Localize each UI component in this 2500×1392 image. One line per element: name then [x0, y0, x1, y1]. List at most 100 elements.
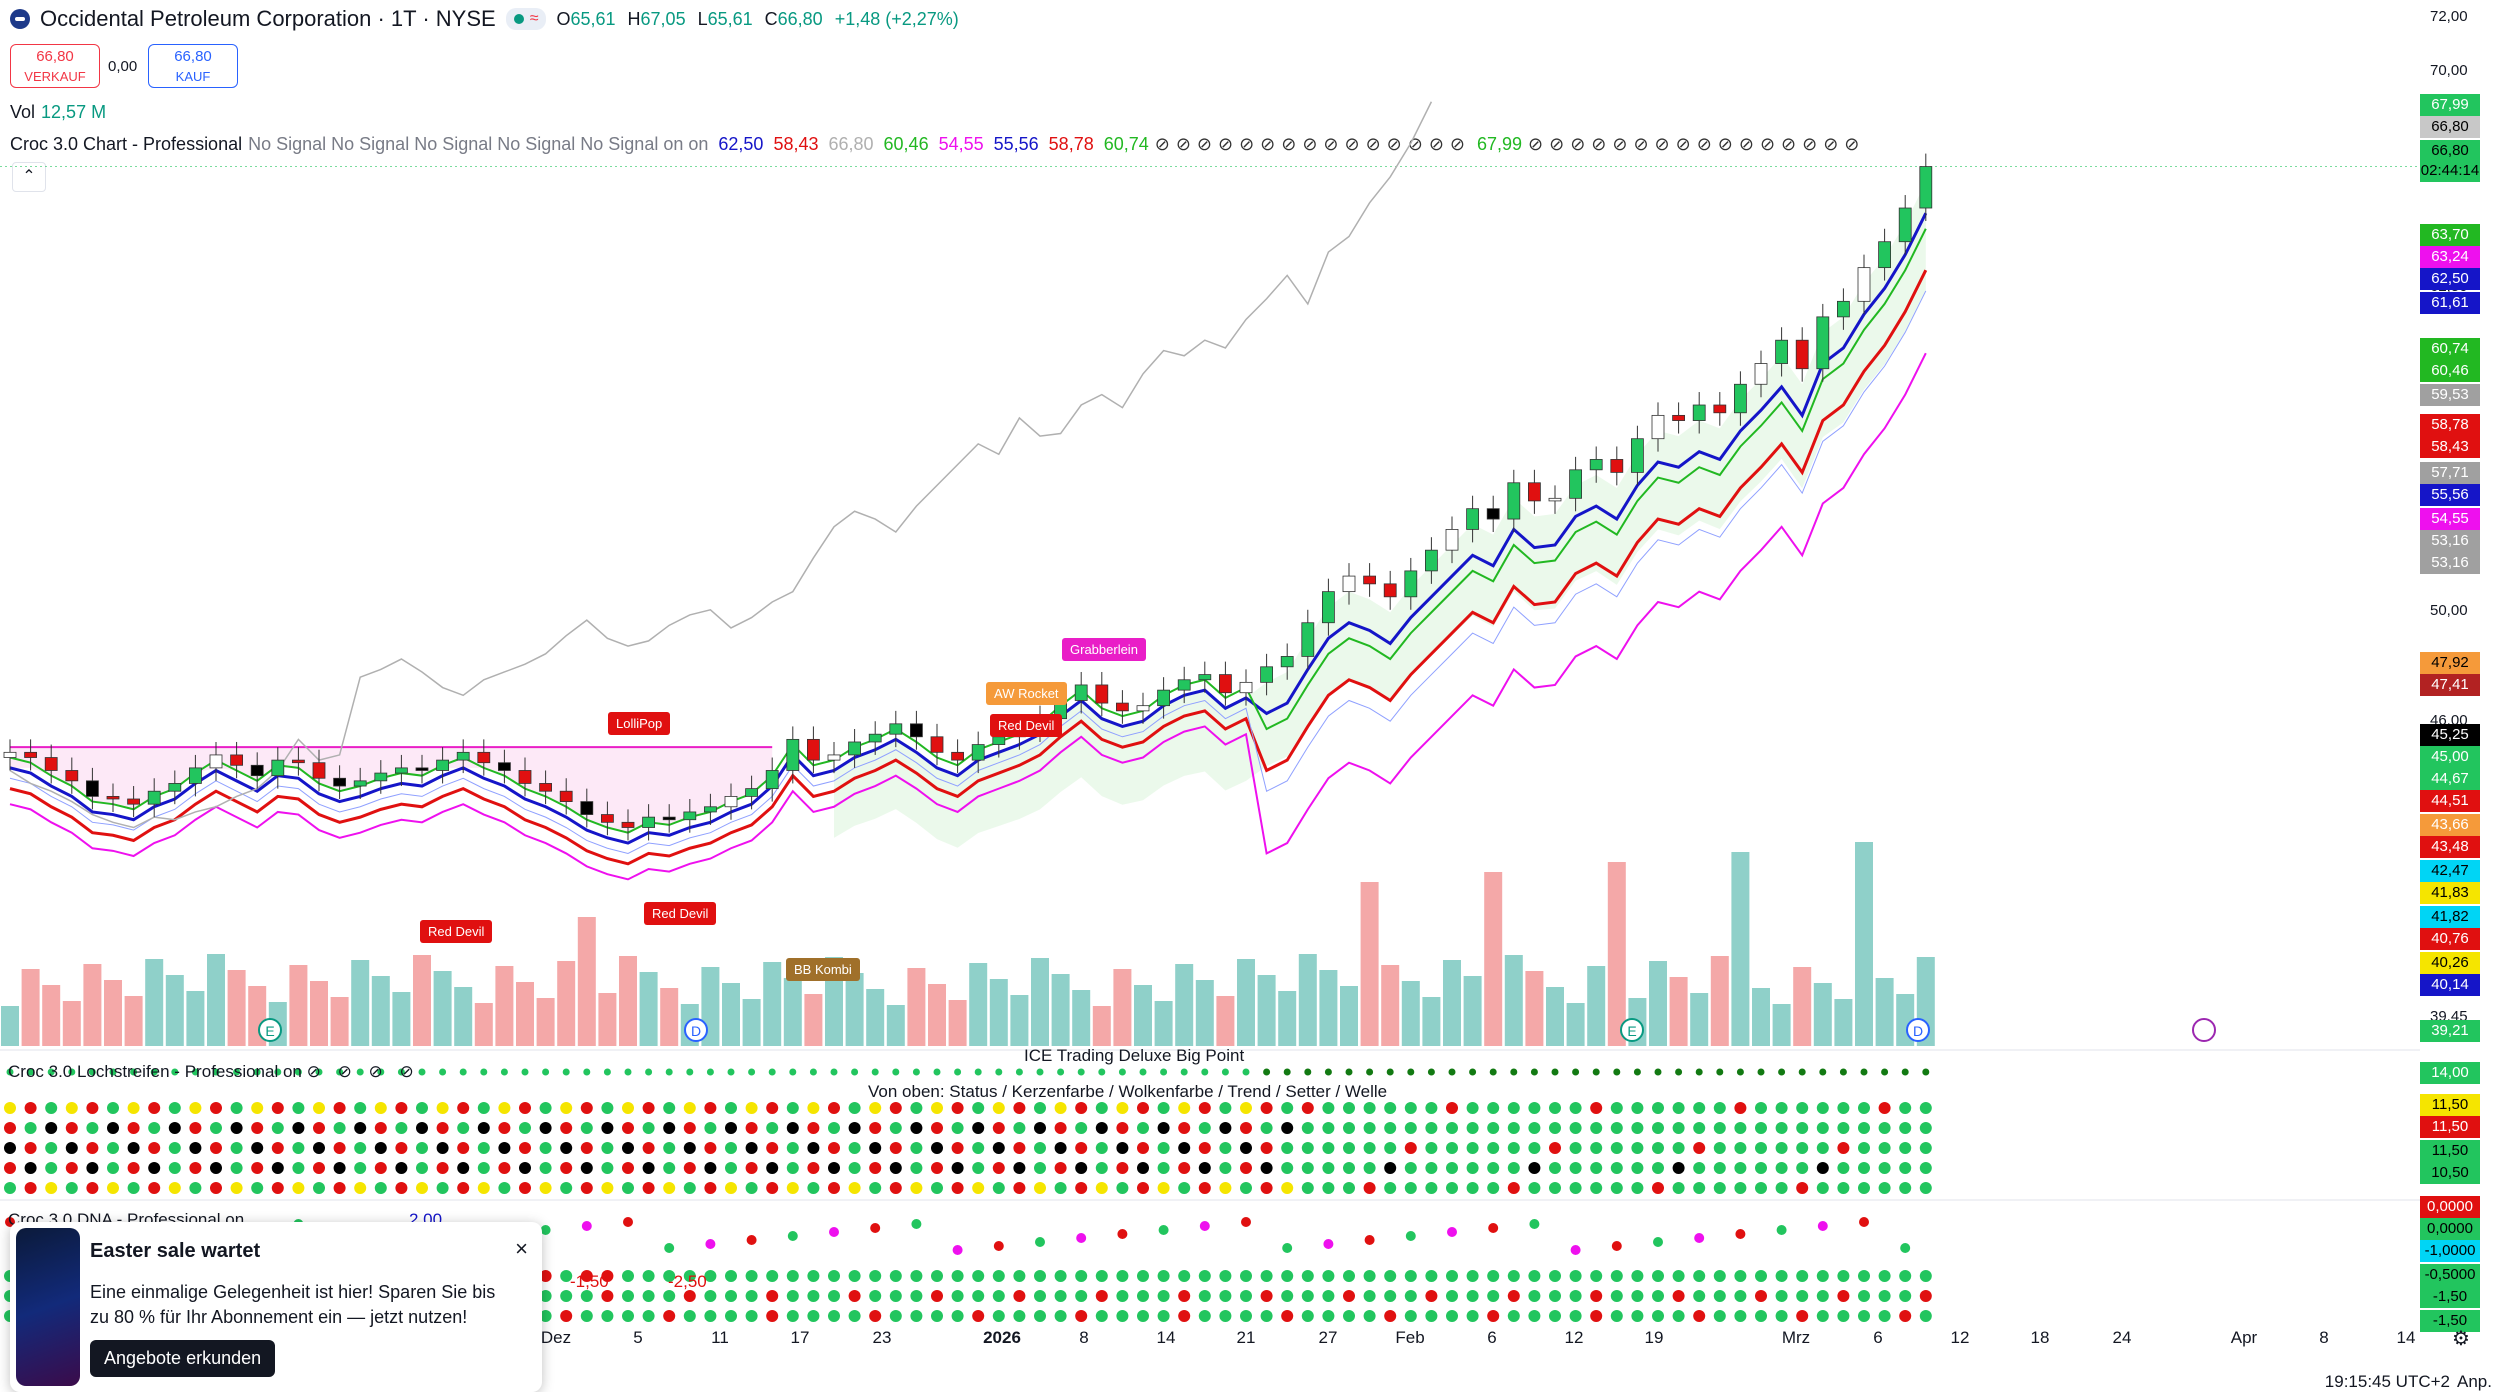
adjust-button[interactable]: Anp. — [2457, 1372, 2492, 1391]
volume-bar — [1525, 971, 1544, 1046]
volume-bar — [1237, 959, 1255, 1046]
price-tag: 14,00 — [2420, 1062, 2480, 1084]
market-status-pill[interactable]: ≈ — [505, 8, 547, 30]
lochstreifen-label[interactable]: Croc 3.0 Lochstreifen - Professional on … — [8, 1062, 420, 1081]
collapse-legend-button[interactable]: ⌃ — [12, 162, 46, 192]
symbol-title[interactable]: Occidental Petroleum Corporation · 1T · … — [40, 6, 496, 31]
lochstreifen-dot — [1816, 1162, 1829, 1174]
status-dot — [150, 1068, 158, 1076]
dna-row-dot — [992, 1270, 1005, 1282]
price-tag: 10,50 — [2420, 1162, 2480, 1184]
lochstreifen-dot — [1549, 1122, 1561, 1134]
dna-row-dot — [1507, 1290, 1520, 1302]
status-dot — [954, 1068, 962, 1076]
status-dot — [768, 1068, 776, 1076]
candle-body — [1898, 207, 1912, 243]
buy-button[interactable]: 66,80 KAUF — [148, 44, 238, 88]
volume-legend[interactable]: Vol 12,57 M — [10, 102, 107, 122]
event-marker-label: E — [1627, 1023, 1636, 1039]
ohlc-values: O65,61 H67,05 L65,61 C66,80 +1,48 (+2,27… — [556, 8, 959, 29]
lochstreifen-dot — [1487, 1162, 1500, 1174]
lochstreifen-dot — [1198, 1122, 1211, 1134]
lochstreifen-dot — [601, 1122, 614, 1134]
time-axis-label: 12 — [1564, 1328, 1584, 1347]
lochstreifen-dot — [1569, 1122, 1582, 1134]
lochstreifen-dot — [560, 1162, 573, 1174]
signal-lollipop[interactable]: LolliPop — [608, 712, 671, 735]
lochstreifen-dot — [910, 1102, 923, 1114]
status-dot — [1860, 1068, 1868, 1076]
lochstreifen-dot — [663, 1182, 676, 1194]
lochstreifen-dot — [168, 1142, 181, 1154]
sell-button[interactable]: 66,80 VERKAUF — [10, 44, 100, 88]
time-axis-label: Apr — [2230, 1328, 2258, 1347]
volume-bar — [577, 917, 596, 1046]
lochstreifen-dot — [86, 1122, 99, 1134]
dna-row-dot — [1219, 1310, 1232, 1322]
candle-body — [642, 816, 655, 828]
lochstreifen-dot — [86, 1182, 99, 1194]
lochstreifen-dot — [1899, 1182, 1912, 1194]
time-axis-label: 14 — [2396, 1328, 2416, 1347]
clock-timezone[interactable]: 19:15:45 UTC+2 — [2324, 1372, 2450, 1391]
volume-bar — [948, 1000, 967, 1046]
signal-grabberlein[interactable]: Grabberlein — [1062, 638, 1146, 661]
lochstreifen-dot — [519, 1182, 531, 1194]
lochstreifen-dot — [889, 1122, 902, 1134]
lochstreifen-dot — [931, 1162, 943, 1174]
dna-row-dot — [889, 1270, 902, 1282]
lochstreifen-dot — [910, 1142, 923, 1154]
candle-body — [230, 754, 244, 766]
volume-bar — [1154, 1001, 1173, 1046]
lochstreifen-dot — [1054, 1122, 1067, 1134]
candle-body — [477, 751, 491, 764]
dna-row-dot — [1425, 1270, 1438, 1282]
lochstreifen-dot — [1569, 1102, 1582, 1114]
explore-offers-button[interactable]: Angebote erkunden — [90, 1340, 276, 1377]
candle-body — [1466, 508, 1479, 530]
lochstreifen-dot — [745, 1162, 758, 1174]
lochstreifen-dot — [1775, 1182, 1788, 1194]
status-dot — [171, 1068, 179, 1076]
lochstreifen-dot — [1878, 1162, 1891, 1174]
signal-bb-kombi[interactable]: BB Kombi — [786, 958, 860, 981]
lochstreifen-dot — [745, 1122, 758, 1134]
status-dot — [1448, 1068, 1456, 1076]
signal-red-devil-3[interactable]: Red Devil — [990, 714, 1063, 737]
lochstreifen-dot — [869, 1122, 882, 1134]
settings-gear-icon[interactable]: ⚙ — [2452, 1328, 2470, 1350]
lochstreifen-dot — [1034, 1162, 1046, 1174]
dna-row-dot — [1404, 1310, 1417, 1322]
ice-title[interactable]: ICE Trading Deluxe Big Point — [1024, 1046, 1245, 1065]
dna-row-dot — [1652, 1290, 1664, 1302]
lochstreifen-dot — [251, 1102, 264, 1114]
dna-row-dot — [1713, 1310, 1726, 1322]
lochstreifen-dot — [107, 1182, 119, 1194]
signal-red-devil-1[interactable]: Red Devil — [420, 920, 493, 943]
status-dot — [1180, 1068, 1188, 1076]
volume-bar — [1134, 985, 1152, 1046]
lochstreifen-dot — [1157, 1182, 1170, 1194]
indicator-legend[interactable]: Croc 3.0 Chart - Professional No Signal … — [10, 134, 1866, 154]
lochstreifen-dot — [374, 1142, 387, 1154]
close-icon[interactable]: × — [515, 1236, 528, 1261]
dna-row-dot — [539, 1270, 552, 1282]
volume-bar — [1, 1006, 19, 1046]
price-tag: 58,78 — [2420, 414, 2480, 436]
price-tag: 11,50 — [2420, 1140, 2480, 1162]
dna-row-dot — [1693, 1290, 1706, 1302]
dna-row-dot — [1755, 1270, 1767, 1282]
volume-bar — [1381, 965, 1400, 1046]
price-tag: 60,74 — [2420, 338, 2480, 360]
lochstreifen-dot — [539, 1122, 552, 1134]
signal-red-devil-2[interactable]: Red Devil — [644, 902, 717, 925]
status-dot — [47, 1068, 55, 1076]
dna-row-dot — [1652, 1310, 1664, 1322]
lochstreifen-dot — [1240, 1102, 1252, 1114]
ice-subtitle: Von oben: Status / Kerzenfarbe / Wolkenf… — [868, 1082, 1388, 1101]
signal-aw-rocket[interactable]: AW Rocket — [986, 682, 1067, 705]
price-tag: 60,46 — [2420, 360, 2480, 382]
symbol-header[interactable]: Occidental Petroleum Corporation · 1T · … — [10, 6, 959, 32]
lochstreifen-dot — [580, 1122, 593, 1134]
